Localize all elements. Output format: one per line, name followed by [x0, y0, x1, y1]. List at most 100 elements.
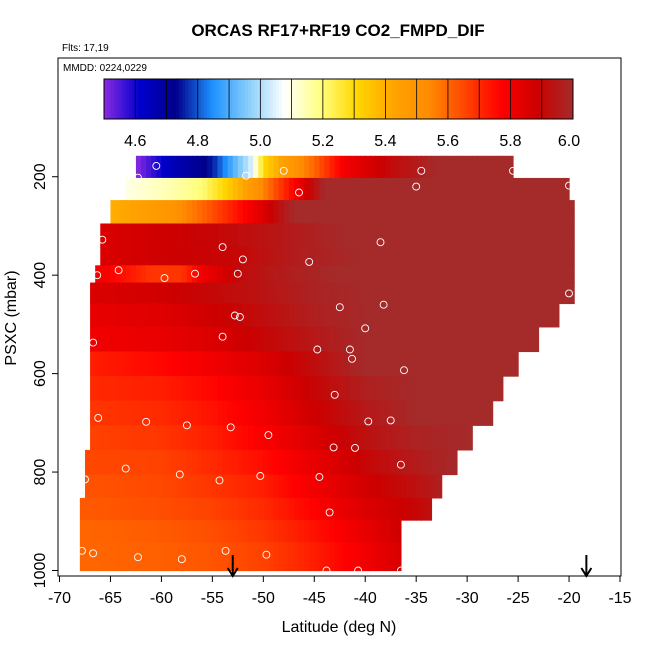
heatmap-cell [563, 246, 570, 266]
heatmap-cell [191, 177, 198, 201]
heatmap-cell [355, 376, 361, 402]
heatmap-cell [324, 542, 331, 572]
heatmap-cell [268, 177, 275, 201]
heatmap-cell [263, 520, 270, 543]
sample-point [330, 390, 339, 399]
heatmap-cell [191, 155, 198, 179]
heatmap-cell [349, 520, 356, 543]
heatmap-cell [370, 449, 377, 476]
heatmap-cell [492, 246, 499, 266]
heatmap-cell [507, 282, 514, 305]
heatmap-cell [156, 265, 163, 284]
heatmap-cell [395, 497, 402, 521]
colorbar-segment [347, 79, 352, 119]
colorbar-segment [294, 79, 299, 119]
heatmap-cell [197, 155, 203, 179]
heatmap-cell [329, 246, 336, 266]
heatmap-cell [314, 520, 320, 543]
heatmap-cell [273, 425, 280, 451]
heatmap-cell [360, 400, 366, 426]
heatmap-cell [385, 376, 392, 402]
heatmap-cell [436, 223, 443, 248]
heatmap-cell [212, 265, 219, 284]
colorbar-segment [147, 79, 152, 119]
heatmap-cell [166, 449, 173, 476]
heatmap-cell [370, 200, 377, 225]
heatmap-cell [436, 425, 443, 451]
heatmap-cell [395, 400, 402, 426]
colorbar-segment [141, 79, 146, 119]
sample-point [379, 300, 388, 309]
heatmap-cell [502, 303, 509, 328]
heatmap-layer-band [84, 474, 443, 499]
heatmap-cell [492, 200, 499, 225]
heatmap-cell [309, 155, 315, 179]
x-tick-label: -40 [354, 590, 377, 607]
heatmap-cell [451, 177, 458, 201]
heatmap-cell [324, 425, 331, 451]
heatmap-cell [278, 265, 285, 284]
heatmap-cell [212, 425, 219, 451]
heatmap-cell [181, 474, 188, 499]
heatmap-cell [242, 223, 249, 248]
heatmap-cell [283, 425, 290, 451]
heatmap-cell [349, 376, 356, 402]
heatmap-cell [349, 474, 356, 499]
heatmap-cell [90, 400, 96, 426]
heatmap-cell [477, 155, 484, 179]
heatmap-cell [125, 542, 132, 572]
heatmap-cell [380, 449, 387, 476]
heatmap-cell [258, 542, 264, 572]
sample-point [351, 443, 359, 452]
heatmap-cell [334, 177, 341, 201]
heatmap-cell [365, 326, 371, 353]
heatmap-cell [441, 200, 448, 225]
heatmap-cell [339, 542, 346, 572]
heatmap-cell [451, 351, 458, 377]
heatmap-cell [400, 246, 407, 266]
colorbar-segment [232, 79, 236, 119]
heatmap-cell [314, 497, 320, 521]
heatmap-cell [135, 326, 142, 353]
heatmap-cell [497, 223, 504, 248]
sample-point [329, 443, 338, 452]
heatmap-cell [431, 282, 438, 305]
sample-point [233, 269, 242, 278]
heatmap-cell [385, 400, 392, 426]
heatmap-cell [278, 177, 285, 201]
colorbar-segment [341, 79, 346, 119]
heatmap-cell [375, 223, 382, 248]
heatmap-cell [253, 223, 259, 248]
heatmap-cell [176, 200, 183, 225]
heatmap-cell [339, 520, 346, 543]
heatmap-cell [197, 177, 203, 201]
heatmap-cell [375, 155, 382, 179]
heatmap-cell [293, 497, 300, 521]
heatmap-cell [349, 155, 356, 179]
heatmap-cell [161, 326, 168, 353]
colorbar-segment [494, 79, 499, 119]
heatmap-cell [191, 326, 198, 353]
colorbar-segment [491, 79, 496, 119]
heatmap-cell [217, 449, 224, 476]
heatmap-cell [176, 400, 183, 426]
heatmap-cell [319, 177, 326, 201]
heatmap-cell [411, 497, 417, 521]
heatmap-cell [263, 326, 270, 353]
x-tick-label: -25 [507, 590, 530, 607]
heatmap-cell [120, 282, 127, 305]
heatmap-cell [105, 246, 112, 266]
heatmap-cell [380, 265, 387, 284]
heatmap-cell [283, 542, 290, 572]
chart-title: ORCAS RF17+RF19 CO2_FMPD_DIF [191, 21, 484, 40]
heatmap-cell [125, 246, 132, 266]
heatmap-cell [339, 400, 346, 426]
heatmap-cell [385, 200, 392, 225]
heatmap-cell [156, 474, 163, 499]
heatmap-layer-band [84, 449, 458, 476]
heatmap-cell [477, 223, 484, 248]
heatmap-cell [375, 449, 382, 476]
heatmap-cell [278, 449, 285, 476]
heatmap-cell [349, 177, 356, 201]
heatmap-cell [339, 155, 346, 179]
